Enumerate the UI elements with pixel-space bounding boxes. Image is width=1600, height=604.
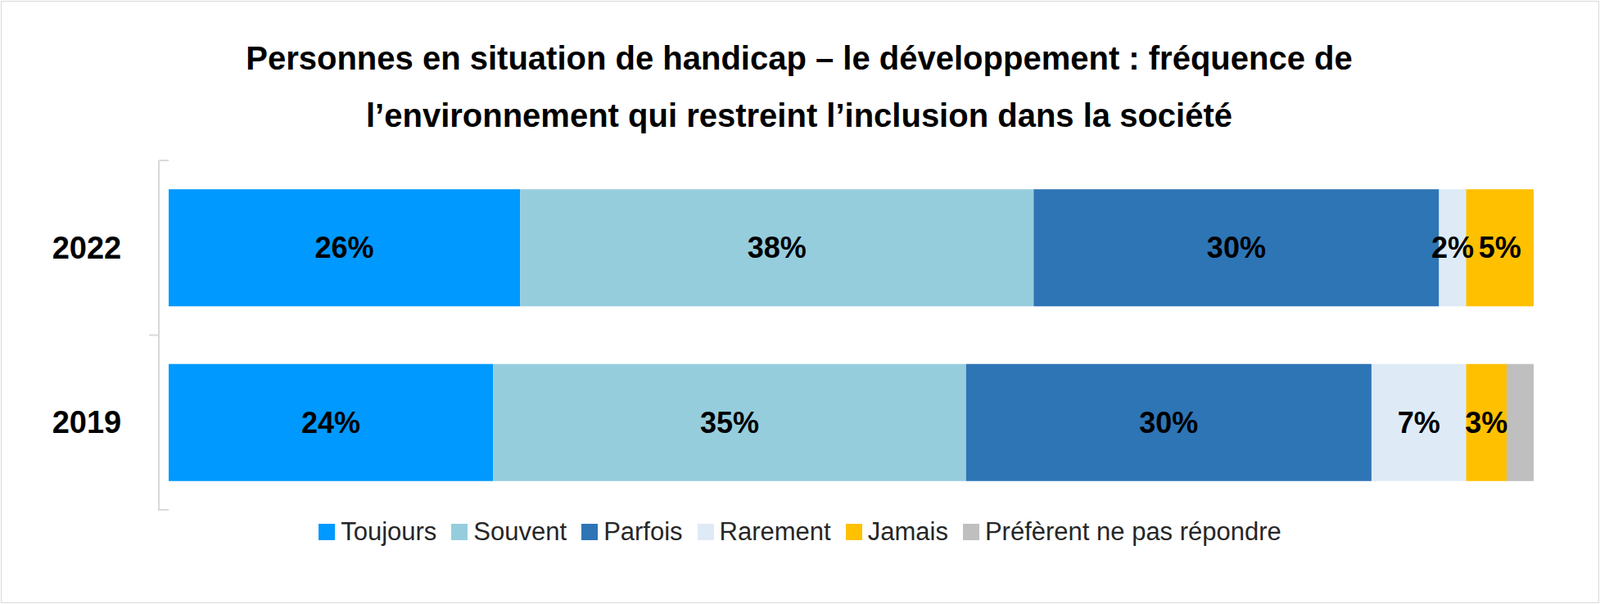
legend-swatch	[845, 524, 863, 541]
bar-segment	[966, 364, 1372, 482]
bar-segment	[168, 364, 493, 482]
bar-segment	[1033, 189, 1439, 307]
data-label: 2%	[1431, 230, 1474, 265]
legend-item: Rarement	[697, 517, 832, 547]
bar-segment	[168, 189, 520, 307]
bar-segment	[1371, 364, 1467, 482]
legend-swatch	[697, 524, 715, 541]
category-label: 2019	[52, 405, 123, 440]
data-label: 38%	[747, 230, 807, 265]
chart: 2022 2019 26% 24% 38% 35% 30% 30% 2% 7% 5% 3% Perso…	[0, 0, 1600, 604]
legend-label: Préfèrent ne pas répondre	[985, 517, 1282, 547]
title: Personnes en situation de handicap – le …	[176, 29, 1422, 145]
legend-label: Jamais	[867, 517, 949, 547]
legend-item: Parfois	[581, 517, 683, 547]
data-label: 35%	[700, 406, 760, 440]
legend-item: Préfèrent ne pas répondre	[962, 517, 1282, 547]
legend-swatch	[451, 524, 468, 541]
plot: 2022 2019 26% 24% 38% 35% 30% 30% 2% 7% 5% 3%	[0, 0, 1600, 604]
legend-item: Souvent	[451, 517, 567, 547]
legend-label: Toujours	[340, 517, 437, 547]
data-label: 5%	[1478, 230, 1522, 265]
data-labels: 26% 24% 38% 35% 30% 30% 2% 7% 5% 3%	[301, 230, 1522, 440]
legend-swatch	[318, 524, 335, 541]
y-axis	[149, 160, 169, 511]
bar-segment	[1506, 364, 1534, 482]
legend-label: Rarement	[719, 517, 832, 547]
legend-label: Souvent	[473, 517, 567, 547]
legend-item: Toujours	[318, 517, 437, 547]
data-label: 30%	[1206, 230, 1266, 265]
data-label: 24%	[301, 406, 361, 440]
bar-segment	[1465, 189, 1534, 307]
data-label: 3%	[1464, 406, 1508, 440]
data-label: 30%	[1138, 406, 1198, 440]
legend: Toujours Souvent Parfois Rarement Jamais Préf…	[0, 517, 1600, 547]
category-label: 2022	[52, 230, 123, 266]
legend-item: Jamais	[845, 517, 949, 547]
bars	[168, 189, 1534, 482]
legend-swatch	[581, 524, 598, 541]
legend-swatch	[962, 524, 980, 541]
bar-segment	[492, 364, 967, 482]
bar-segment	[519, 189, 1034, 307]
data-label: 7%	[1397, 406, 1441, 440]
data-label: 26%	[315, 230, 375, 265]
legend-label: Parfois	[603, 517, 683, 547]
